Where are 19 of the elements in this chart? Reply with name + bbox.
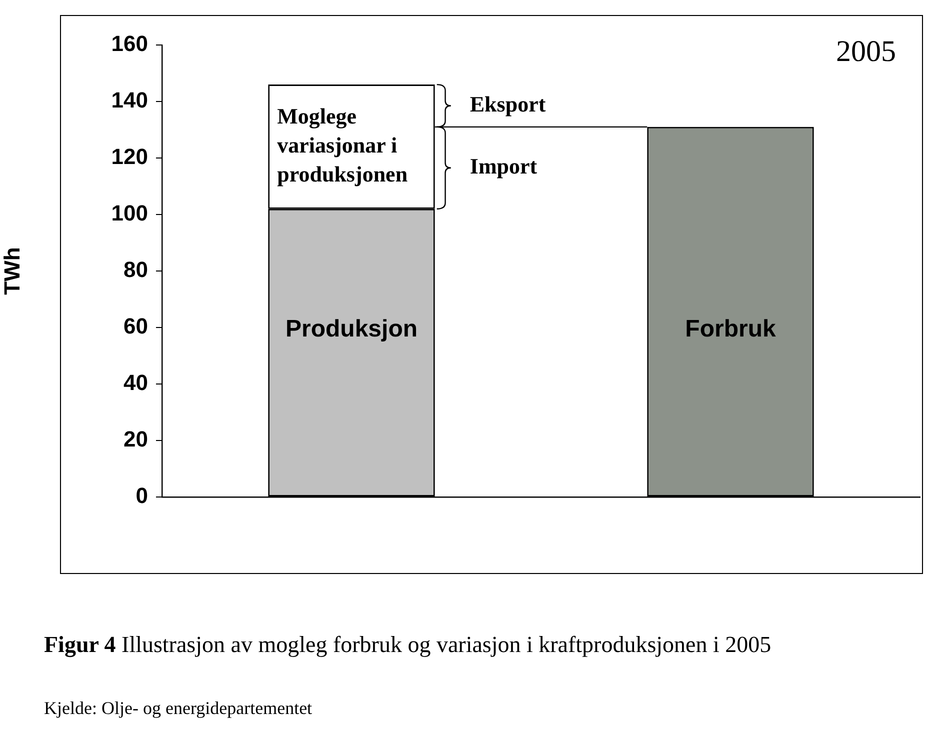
y-tick-label: 0 xyxy=(136,483,148,508)
annotation: Eksport xyxy=(470,91,546,116)
chart-title: 2005 xyxy=(836,34,896,68)
annotation: Import xyxy=(470,154,538,179)
y-tick-label: 40 xyxy=(124,370,148,396)
y-tick-label: 60 xyxy=(124,314,148,339)
y-axis-title: TWh xyxy=(0,247,24,295)
text: Figur 4 xyxy=(44,632,116,657)
x-tick-label: Forbruk xyxy=(685,315,776,342)
series-label: Moglege variasjonar i produksjonen xyxy=(277,103,408,186)
x-tick-label: Produksjon xyxy=(285,315,418,342)
text: Illustrasjon av mogleg forbruk og variasjon i kraftproduksjonen i 2005 xyxy=(122,632,772,657)
y-tick-label: 140 xyxy=(111,88,148,113)
y-tick-label: 100 xyxy=(111,200,148,226)
text: Kjelde: Olje- og energidepartementet xyxy=(44,698,312,719)
y-tick-label: 80 xyxy=(124,257,148,282)
y-tick-label: 160 xyxy=(111,31,148,56)
y-tick-label: 120 xyxy=(111,144,148,170)
y-tick-label: 20 xyxy=(124,426,148,452)
